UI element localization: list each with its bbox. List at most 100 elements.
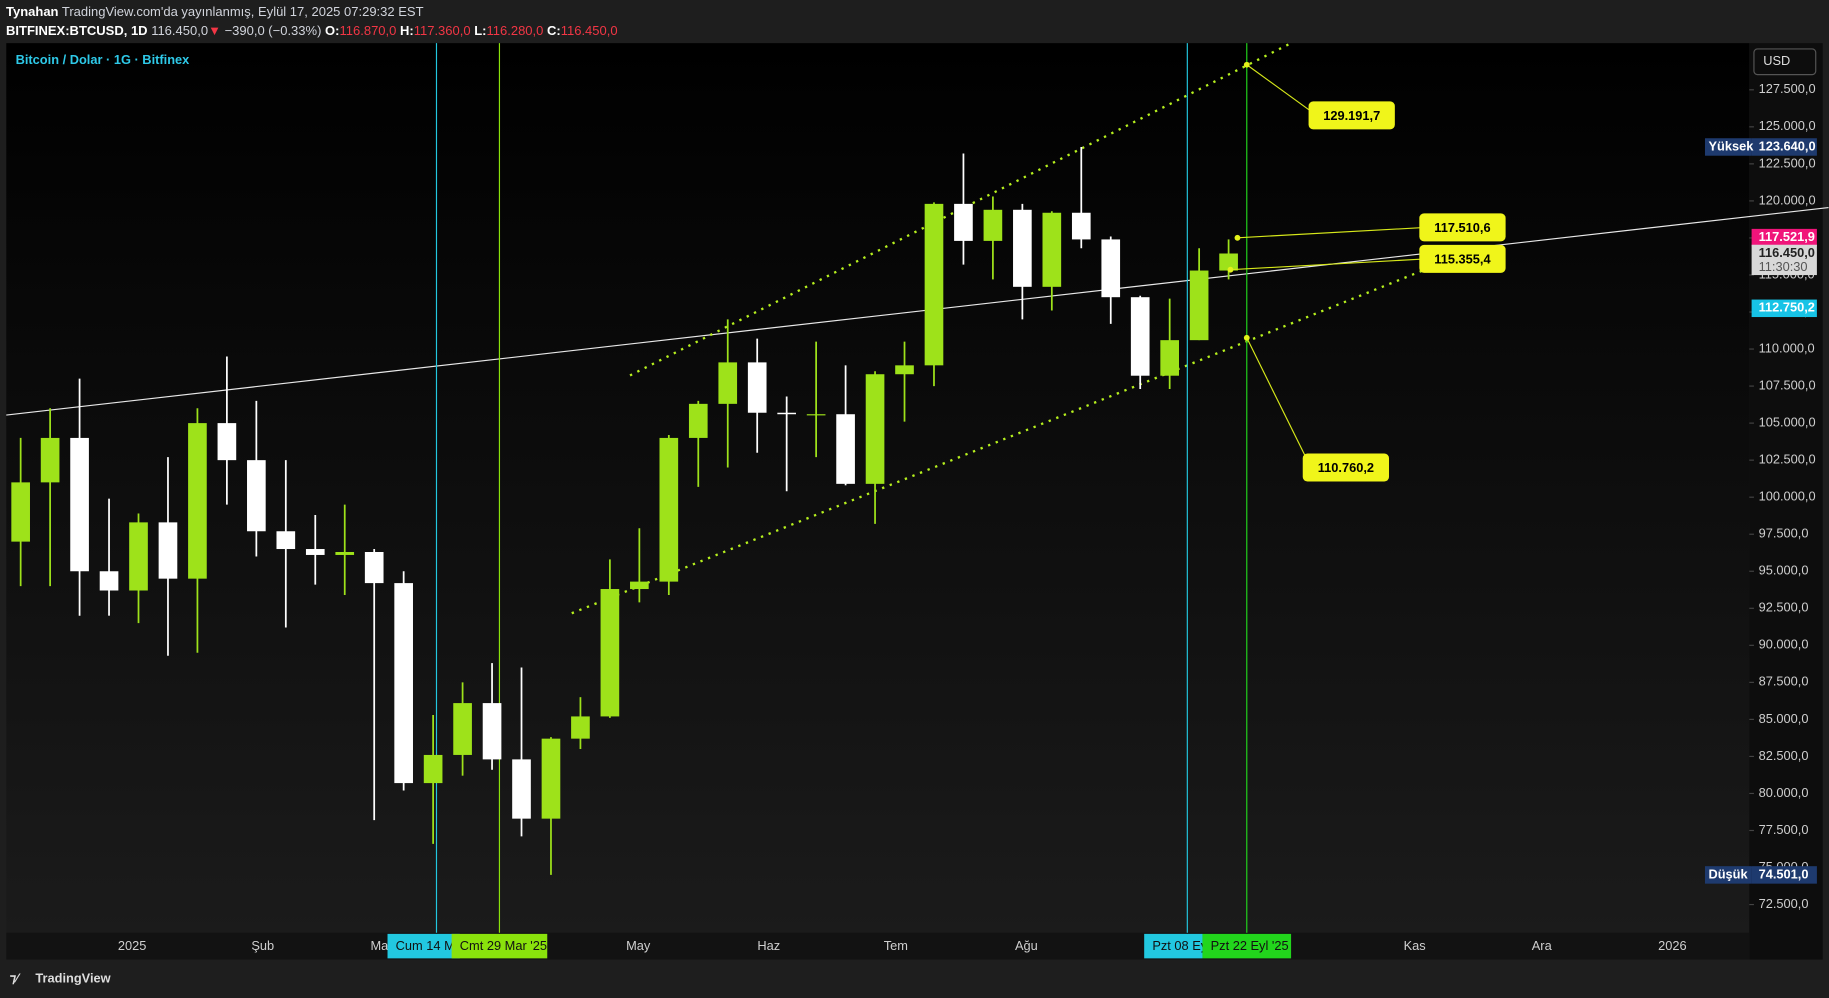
anchor-point	[1227, 266, 1234, 273]
candle-body	[364, 551, 384, 584]
candle-body	[954, 203, 973, 241]
x-tick-label: Ara	[1532, 938, 1553, 953]
y-tick-label: 77.500,0	[1759, 822, 1809, 837]
last: 116.450,0	[151, 23, 209, 38]
anchor-point	[1243, 334, 1250, 341]
y-tick-label: 120.000,0	[1759, 192, 1816, 207]
trend-line	[6, 206, 1829, 416]
price-label: 123.640,0	[1759, 138, 1816, 153]
candle-body	[217, 423, 237, 461]
y-tick-label: 110.000,0	[1759, 340, 1815, 355]
l-key: L:	[474, 23, 487, 38]
price-label-box	[1751, 244, 1817, 276]
candle-body	[718, 362, 738, 404]
candle-body	[541, 738, 561, 819]
candle-body	[1160, 340, 1179, 376]
leader	[1230, 258, 1428, 271]
candle-body	[453, 703, 472, 755]
candle-body	[659, 437, 679, 582]
date-tag	[1202, 933, 1292, 959]
currency: USD	[1763, 53, 1790, 68]
ticker: BITFINEX:BTCUSD, 1D	[6, 23, 148, 38]
annotation-label: 115.355,4	[1434, 251, 1491, 266]
annotation-box	[1419, 213, 1506, 242]
price-tag-box	[1704, 138, 1752, 156]
y-tick-label: 82.500,0	[1759, 748, 1809, 763]
price-label-box	[1751, 866, 1817, 884]
x-tick-label: 2025	[118, 938, 147, 953]
c-key: C:	[547, 23, 561, 38]
price-tag: Düşük	[1708, 866, 1748, 881]
date-tag	[451, 933, 548, 959]
header: Tynahan TradingView.com'da yayınlanmış, …	[0, 0, 1829, 42]
date-tag-label: Cmt 29 Mar '25	[460, 938, 547, 953]
candle-body	[99, 571, 119, 591]
published: TradingView.com'da yayınlanmış, Eylül 17…	[61, 4, 424, 19]
price-label-box	[1751, 299, 1817, 318]
annotation-box	[1302, 453, 1390, 482]
leader	[1237, 226, 1428, 239]
candle-body	[1013, 209, 1032, 287]
candle-body	[305, 549, 325, 555]
y-tick-label: 122.500,0	[1759, 155, 1816, 170]
date-tag	[1144, 933, 1203, 959]
price-label: 74.501,0	[1759, 866, 1809, 881]
y-tick-label: 97.500,0	[1759, 526, 1809, 541]
price-label-box	[1751, 228, 1817, 247]
y-tick-label: 100.000,0	[1759, 489, 1816, 504]
candle-body	[70, 437, 89, 572]
candle-body	[600, 589, 620, 717]
candle-body	[512, 759, 531, 819]
candle-body	[276, 531, 296, 550]
y-tick-label: 127.500,0	[1759, 81, 1816, 96]
candle-body	[1219, 253, 1238, 271]
x-tick-label: Ma	[370, 938, 389, 953]
legend: Bitcoin / Dolar · 1G · Bitfinex	[16, 52, 191, 67]
candle-body	[1101, 239, 1121, 298]
y-tick-label: 72.500,0	[1759, 896, 1809, 911]
logo: ⁊⁄	[10, 971, 21, 986]
price-label: 112.750,2	[1759, 300, 1815, 315]
author: Tynahan	[6, 4, 59, 19]
plot-area	[6, 43, 1750, 933]
price-label-box	[1751, 138, 1817, 156]
date-tag-label: Pzt 08 Ey	[1152, 938, 1207, 953]
candle-body	[158, 522, 178, 579]
y-tick-label: 92.500,0	[1759, 600, 1809, 615]
candle-body	[1189, 270, 1209, 341]
annotation-box	[1419, 244, 1506, 273]
candle-body	[1071, 212, 1091, 240]
leader	[1246, 337, 1312, 468]
candle-body	[777, 412, 796, 415]
price-tag: Yüksek	[1708, 138, 1754, 153]
price-label-time: 11:30:30	[1759, 259, 1808, 274]
x-tick-label: Ağu	[1015, 938, 1038, 953]
y-tick-label: 105.000,0	[1759, 415, 1816, 430]
candle-body	[129, 522, 148, 591]
annotation-label: 129.191,7	[1323, 108, 1380, 123]
annotation-label: 117.510,6	[1434, 220, 1490, 235]
anchor-point	[1234, 234, 1241, 241]
candle-body	[423, 754, 443, 784]
candle-body	[836, 414, 855, 484]
y-tick-label: 102.500,0	[1759, 452, 1816, 467]
y-tick-label: 125.000,0	[1759, 118, 1816, 133]
low: 116.280,0	[486, 23, 544, 38]
candle-body	[571, 716, 590, 739]
candle-body	[394, 583, 413, 784]
candle-body	[747, 362, 767, 413]
candle-body	[11, 482, 30, 542]
high: 117.360,0	[413, 23, 471, 38]
open: 116.870,0	[339, 23, 397, 38]
candle-body	[630, 581, 649, 590]
currency-box	[1753, 48, 1817, 76]
candle-body	[188, 423, 207, 579]
price-label: 117.521,9	[1759, 229, 1815, 244]
candle-body	[247, 460, 266, 532]
y-tick-label: 95.000,0	[1759, 563, 1809, 578]
change: −390,0 (−0.33%)	[224, 23, 322, 38]
x-tick-label: Tem	[884, 938, 908, 953]
candle-body	[1130, 297, 1150, 376]
price-tag-box	[1704, 866, 1752, 884]
